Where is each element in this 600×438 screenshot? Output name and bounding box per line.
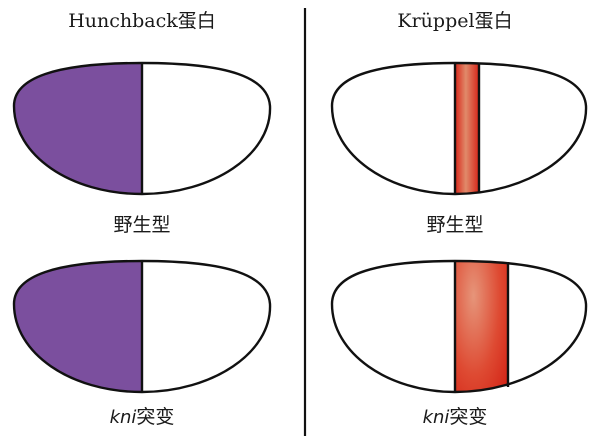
mutant-label-left: kni突变 [110,406,175,428]
mutant-gene: kni [423,407,450,428]
embryo-icon [12,61,272,196]
kruppel-title: Krüppel蛋白 [397,10,512,32]
hunchback-domain [14,63,142,194]
kruppel-stripe [455,63,479,194]
wild-type-label-right: 野生型 [426,214,483,236]
mutant-suffix: 突变 [136,406,174,428]
hunchback-domain [14,261,142,392]
wild-type-label-left: 野生型 [113,214,170,236]
mutant-suffix: 突变 [449,406,487,428]
embryo-icon [12,259,272,394]
embryo-icon [330,259,588,394]
embryo-icon [330,61,588,196]
mutant-label-right: kni突变 [423,406,488,428]
kruppel-stripe-expanded [455,261,508,392]
mutant-gene: kni [110,407,137,428]
hunchback-title: Hunchback蛋白 [68,10,216,32]
